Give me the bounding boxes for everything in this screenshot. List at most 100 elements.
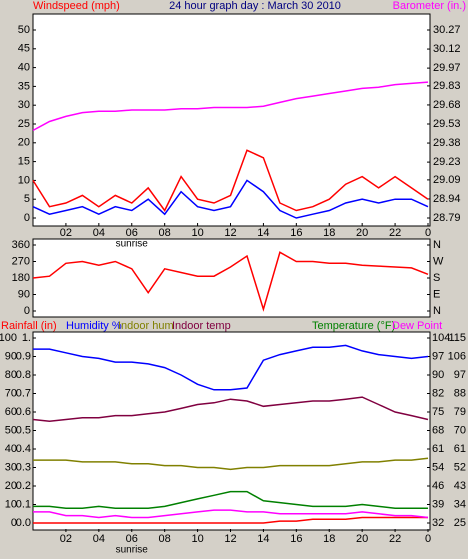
x-tick-label: 14 (257, 227, 269, 239)
temperature-panel (32, 331, 431, 531)
x-tick-label: 0 (425, 227, 431, 239)
y2-tick-label: 43 (454, 480, 466, 492)
y4-tick-label: 0.0 (16, 517, 31, 529)
y2-tick-label: 52 (454, 461, 466, 473)
y2-tick-label: 29.97 (433, 62, 461, 74)
x-tick-label: 06 (126, 227, 138, 239)
series-line (32, 396, 429, 423)
y-tick-label: 80 (5, 369, 17, 381)
x-tick-label: 18 (323, 227, 335, 239)
series-line (32, 251, 429, 312)
y2-tick-label: 29.38 (433, 137, 461, 149)
y4-tick-label: 0.8 (16, 369, 31, 381)
y2-tick-label: 115 (448, 332, 466, 344)
y2-tick-label: 29.09 (433, 174, 461, 186)
x-tick-label: 12 (224, 227, 236, 239)
y2-tick-label: 28.94 (433, 193, 461, 205)
legend-entry: Dew Point (392, 320, 442, 332)
y3-tick-label: 32 (432, 517, 444, 529)
y-tick-label: 40 (5, 443, 17, 455)
legend-entry: Indoor temp (172, 320, 231, 332)
y-tick-label: 20 (5, 480, 17, 492)
y-tick-label: 60 (5, 406, 17, 418)
y2-tick-label: 29.23 (433, 156, 461, 168)
y3-tick-label: 54 (432, 461, 444, 473)
y3-tick-label: 97 (432, 350, 444, 362)
x-tick-label: 08 (159, 533, 171, 545)
y3-tick-label: 90 (432, 369, 444, 381)
y-tick-label: 40 (18, 62, 30, 74)
y-tick-label: 20 (18, 137, 30, 149)
y-tick-label: 90 (5, 350, 17, 362)
y-tick-label: 15 (18, 156, 30, 168)
y-tick-label: 180 (12, 272, 30, 284)
y2-tick-label: 28.79 (433, 212, 461, 224)
x-tick-label: 04 (93, 533, 105, 545)
legend-entry: Temperature (°F) (312, 320, 395, 332)
x-tick-label: 20 (356, 533, 368, 545)
y-tick-label: 50 (18, 24, 30, 36)
chart-title: 24 hour graph day : March 30 2010 (169, 0, 341, 12)
y-tick-label: 90 (18, 288, 30, 300)
y3-tick-label: 61 (432, 443, 444, 455)
y2-tick-label: 29.53 (433, 118, 461, 130)
legend-entry: Rainfall (in) (1, 320, 57, 332)
y2-tick-label: N (433, 305, 441, 317)
y3-tick-label: 104 (432, 332, 450, 344)
y-tick-label: 50 (5, 424, 17, 436)
y2-tick-label: 29.68 (433, 99, 461, 111)
x-tick-label: 10 (191, 533, 203, 545)
series-line (33, 344, 429, 391)
x-tick-label: 06 (126, 533, 138, 545)
y2-tick-label: 25 (454, 517, 466, 529)
y-tick-label: 100 (0, 332, 17, 344)
y2-tick-label: 97 (454, 369, 466, 381)
x-tick-label: 04 (93, 227, 105, 239)
y2-tick-label: 30.12 (433, 43, 461, 55)
y2-tick-label: E (433, 288, 440, 300)
annotation: sunrise (116, 239, 149, 250)
series-line (32, 149, 429, 212)
y-tick-label: 0 (24, 305, 30, 317)
y-tick-label: 10 (18, 174, 30, 186)
x-tick-label: 20 (356, 227, 368, 239)
direction-panel (32, 238, 431, 318)
x-tick-label: 10 (191, 227, 203, 239)
y2-axis-label: Barometer (in.) (393, 0, 466, 12)
y2-tick-label: 70 (454, 424, 466, 436)
y4-tick-label: 0.3 (16, 461, 31, 473)
y-tick-label: 270 (12, 255, 30, 267)
y4-tick-label: 0.5 (16, 424, 31, 436)
y3-tick-label: 75 (432, 406, 444, 418)
y2-tick-label: 34 (454, 498, 466, 510)
y2-tick-label: N (433, 239, 441, 251)
y2-tick-label: 79 (454, 406, 466, 418)
y4-tick-label: 0.4 (16, 443, 31, 455)
y4-tick-label: 0.6 (16, 406, 31, 418)
y-tick-label: 45 (18, 43, 30, 55)
x-tick-label: 18 (323, 533, 335, 545)
y3-tick-label: 82 (432, 387, 444, 399)
series-line (33, 516, 428, 524)
y4-tick-label: 0.1 (16, 498, 31, 510)
y-axis-label: Windspeed (mph) (33, 0, 120, 12)
series-line (33, 457, 429, 471)
y3-tick-label: 39 (432, 498, 444, 510)
x-tick-label: 16 (290, 533, 302, 545)
x-tick-label: 08 (159, 227, 171, 239)
y-tick-label: 0 (24, 212, 30, 224)
x-tick-label: 02 (60, 227, 72, 239)
y2-tick-label: W (433, 255, 444, 267)
x-tick-label: 02 (60, 533, 72, 545)
y-tick-label: 5 (24, 193, 30, 205)
y2-tick-label: 61 (454, 443, 466, 455)
series-line (32, 81, 429, 132)
y4-tick-label: 0.7 (16, 387, 31, 399)
y-tick-label: 35 (18, 80, 30, 92)
x-tick-label: 16 (290, 227, 302, 239)
y3-tick-label: 46 (432, 480, 444, 492)
y4-tick-label: 0.9 (16, 350, 31, 362)
y3-tick-label: 68 (432, 424, 444, 436)
